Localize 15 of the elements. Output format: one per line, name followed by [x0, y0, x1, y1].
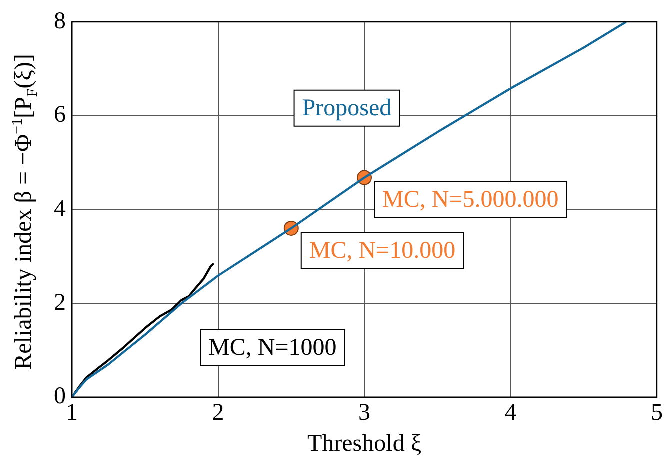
series-label: MC, N=1000: [208, 335, 337, 362]
series-label: MC, N=10.000: [309, 238, 456, 264]
x-axis-title: Threshold ξ: [307, 430, 422, 457]
y-tick-label: 8: [54, 8, 66, 34]
x-tick-label: 4: [504, 400, 517, 426]
x-tick-label: 2: [212, 400, 224, 426]
series-label: Proposed: [302, 96, 392, 122]
y-tick-label: 4: [54, 196, 66, 222]
y-tick-label: 6: [54, 102, 66, 128]
y-tick-label: 0: [54, 384, 66, 410]
series-label: MC, N=5.000.000: [382, 187, 559, 214]
x-tick-label: 1: [66, 400, 78, 426]
x-tick-label: 3: [358, 400, 370, 426]
x-tick-label: 5: [651, 400, 663, 426]
y-tick-label: 2: [54, 290, 66, 316]
